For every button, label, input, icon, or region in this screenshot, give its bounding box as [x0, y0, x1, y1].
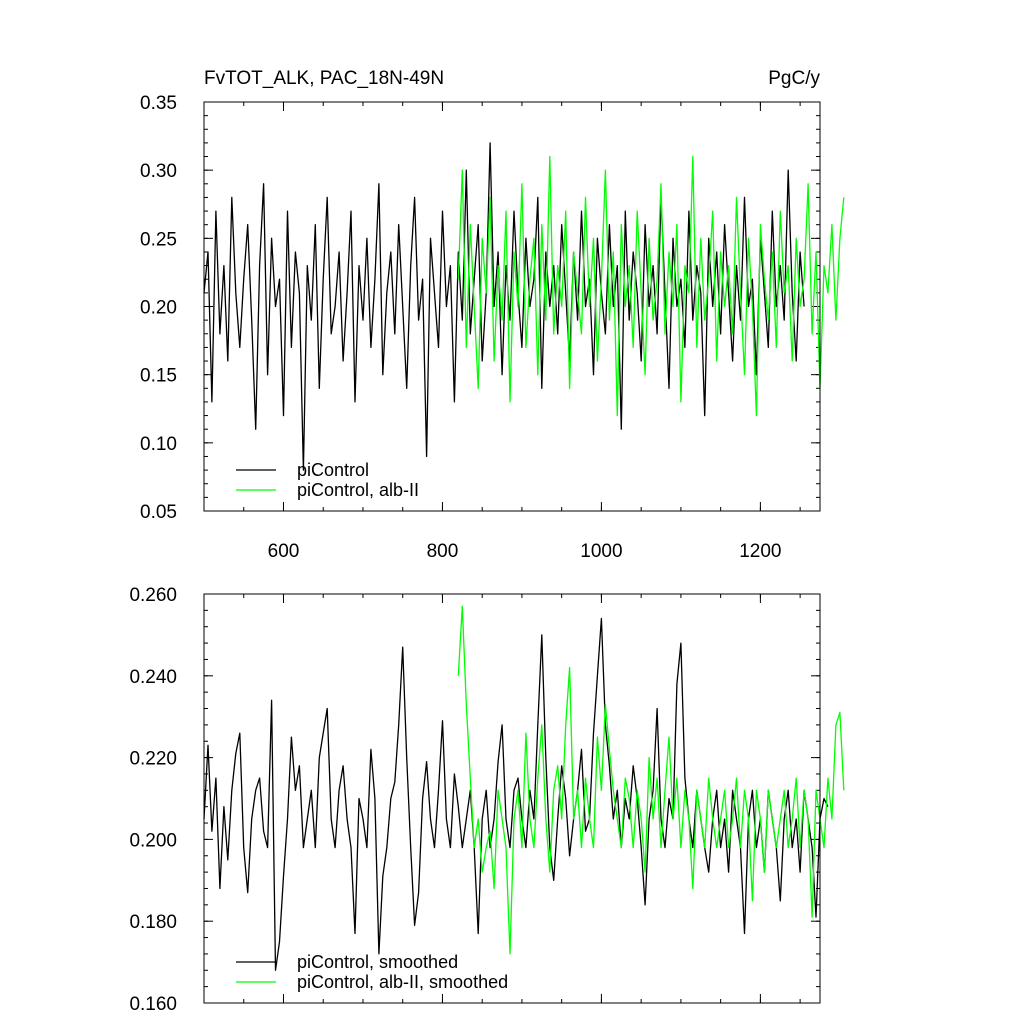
x-tick-label: 800 — [427, 541, 459, 562]
legend-label-picontrol-smoothed: piControl, smoothed — [297, 952, 458, 972]
series-picontrol-alb-ii-smoothed — [457, 605, 845, 955]
legend-label-picontrol: piControl — [297, 460, 369, 480]
top-panel: FvTOT_ALK, PAC_18N-49N PgC/y 0.05 0.10 0.1… — [140, 68, 845, 562]
x-tick-label: 1200 — [739, 541, 781, 562]
y-tick-label: 0.160 — [129, 994, 177, 1015]
y-tick-label: 0.20 — [140, 298, 177, 319]
top-panel-frame — [203, 101, 821, 512]
units-label: PgC/y — [768, 68, 820, 89]
y-tick-label: 0.15 — [140, 366, 177, 387]
top-panel-series — [203, 142, 845, 471]
y-tick-label: 0.25 — [140, 229, 177, 250]
top-panel-legend: piControl piControl, alb-II — [236, 460, 419, 500]
y-tick-label: 0.200 — [129, 830, 177, 851]
y-tick-label: 0.180 — [129, 912, 177, 933]
y-tick-label: 0.220 — [129, 749, 177, 770]
y-tick-label: 0.240 — [129, 667, 177, 688]
series-picontrol — [203, 142, 805, 471]
y-tick-label: 0.10 — [140, 434, 177, 455]
series-picontrol-alb-ii — [457, 155, 845, 417]
y-tick-label: 0.260 — [129, 585, 177, 606]
bottom-panel-series — [203, 605, 845, 971]
bottom-panel: 0.160 0.180 0.200 0.220 0.240 0.260 piControl… — [129, 585, 845, 1015]
bottom-panel-legend: piControl, smoothed piControl, alb-II, s… — [236, 952, 508, 992]
y-tick-label: 0.05 — [140, 502, 177, 523]
legend-label-alb-ii: piControl, alb-II — [297, 480, 419, 500]
bottom-panel-axes: 0.160 0.180 0.200 0.220 0.240 0.260 — [129, 585, 820, 1015]
x-tick-label: 600 — [268, 541, 300, 562]
y-tick-label: 0.35 — [140, 93, 177, 114]
bottom-panel-frame — [203, 593, 821, 1004]
x-tick-label: 1000 — [580, 541, 622, 562]
y-tick-label: 0.30 — [140, 161, 177, 182]
series-picontrol-smoothed — [203, 617, 829, 971]
chart-title: FvTOT_ALK, PAC_18N-49N — [204, 68, 444, 89]
legend-label-alb-ii-smoothed: piControl, alb-II, smoothed — [297, 972, 508, 992]
